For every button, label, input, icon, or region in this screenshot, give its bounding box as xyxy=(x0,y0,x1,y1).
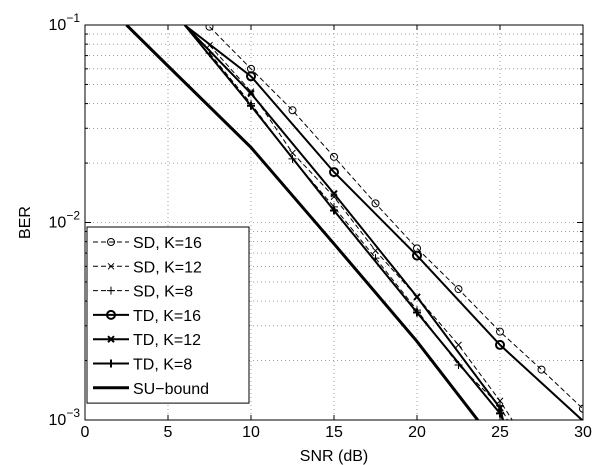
x-tick-label: 0 xyxy=(81,424,90,441)
marker-circle xyxy=(371,199,380,208)
legend-item: SU−bound xyxy=(93,381,209,398)
marker-x xyxy=(107,335,115,343)
y-tick-label: 10−2 xyxy=(49,209,81,232)
plot-series xyxy=(125,25,583,420)
series-line xyxy=(183,25,583,420)
x-tick-label: 5 xyxy=(164,424,173,441)
marker-circle xyxy=(205,25,214,31)
legend-label: TD, K=8 xyxy=(133,357,192,374)
x-tick-label: 20 xyxy=(408,424,426,441)
marker-plus xyxy=(107,286,115,295)
marker-plus xyxy=(247,101,255,110)
marker-circle xyxy=(288,106,297,115)
series-6 xyxy=(183,25,504,420)
legend-label: SD, K=12 xyxy=(133,259,202,276)
x-tick-label: 15 xyxy=(325,424,343,441)
marker-x xyxy=(330,189,338,198)
marker-circle xyxy=(454,285,463,294)
marker-x xyxy=(413,293,421,301)
legend-item: SD, K=16 xyxy=(93,235,202,252)
marker-x xyxy=(247,89,255,98)
marker-plus xyxy=(413,308,421,317)
legend: SD, K=16 SD, K=12 SD, K=8 TD, K=16 TD, K=12 T… xyxy=(86,226,250,404)
marker-plus xyxy=(330,206,338,215)
marker-circle xyxy=(246,71,256,82)
marker-circle xyxy=(412,250,422,261)
x-tick-label: 25 xyxy=(491,424,509,441)
legend-label: SU−bound xyxy=(133,381,209,398)
marker-circle xyxy=(495,339,505,350)
marker-x xyxy=(107,262,115,270)
marker-x xyxy=(247,88,255,95)
series-4 xyxy=(183,25,583,420)
legend-label: SD, K=16 xyxy=(133,235,202,252)
series-1 xyxy=(205,25,583,413)
marker-x xyxy=(496,397,504,405)
y-tick-labels: 10−1 10−2 10−3 xyxy=(49,11,81,429)
legend-label: TD, K=16 xyxy=(133,308,201,325)
x-tick-label: 10 xyxy=(242,424,260,441)
y-tick-label: 10−3 xyxy=(49,406,81,429)
x-axis-title: SNR (dB) xyxy=(300,448,368,465)
legend-item: TD, K=8 xyxy=(93,357,192,374)
legend-item: SD, K=8 xyxy=(93,284,193,301)
marker-circle xyxy=(537,365,546,374)
marker-x xyxy=(455,341,462,349)
series-line xyxy=(125,25,480,420)
marker-circle xyxy=(107,238,115,246)
legend-label: TD, K=12 xyxy=(133,332,201,349)
y-axis-title: BER xyxy=(17,206,34,239)
marker-circle xyxy=(330,152,338,161)
legend-item: SD, K=12 xyxy=(93,259,202,276)
x-tick-label: 30 xyxy=(574,424,592,441)
legend-item: TD, K=12 xyxy=(93,332,201,349)
legend-item: TD, K=16 xyxy=(93,308,201,325)
marker-circle xyxy=(496,327,504,336)
series-7 xyxy=(125,25,480,420)
x-tick-labels: 0 5 10 15 20 25 30 xyxy=(81,424,592,441)
y-tick-label: 10−1 xyxy=(49,11,81,34)
legend-label: SD, K=8 xyxy=(133,284,193,301)
marker-plus xyxy=(107,359,115,368)
marker-circle xyxy=(329,167,339,178)
marker-circle xyxy=(579,404,583,413)
marker-circle xyxy=(106,309,116,320)
series-line xyxy=(209,26,583,410)
